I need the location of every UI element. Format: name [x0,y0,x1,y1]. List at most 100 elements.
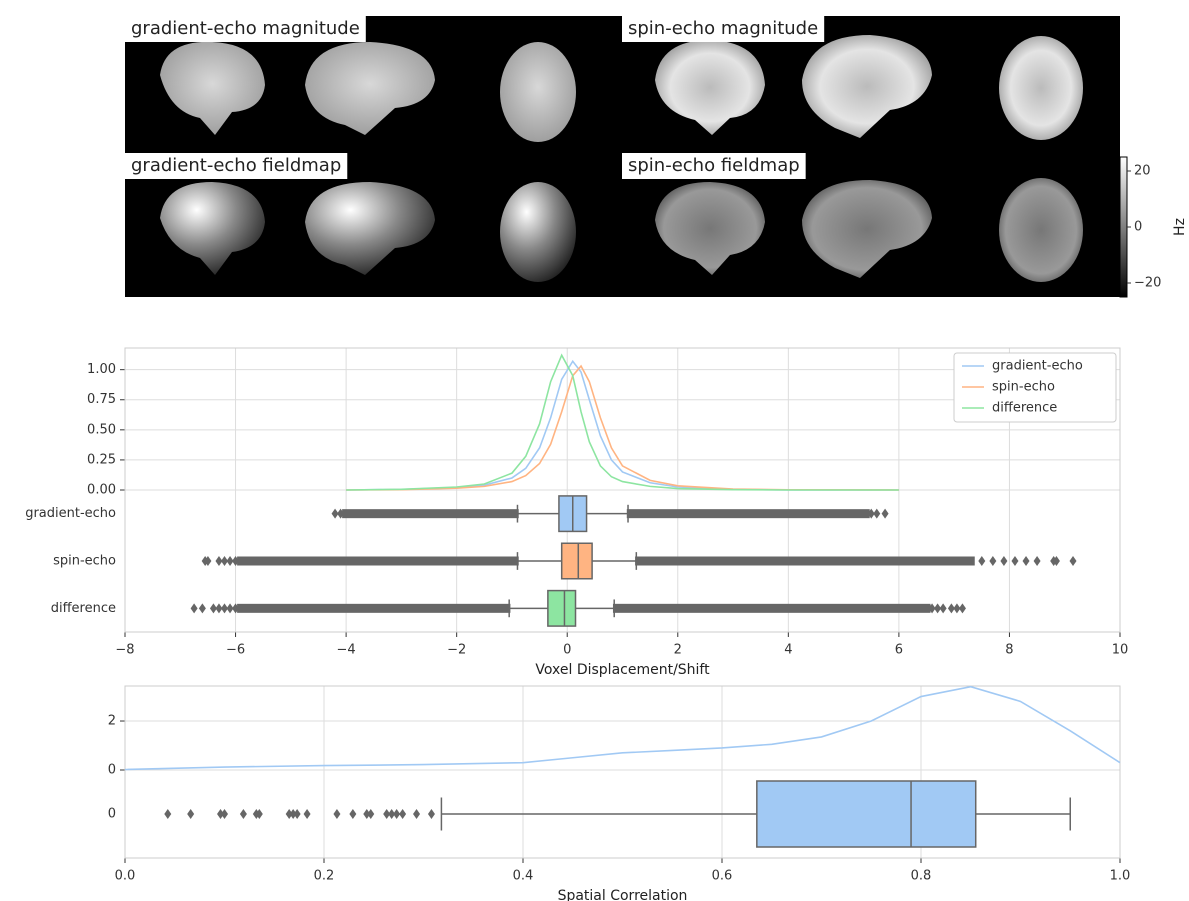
x-tick-label: −6 [226,643,245,658]
flier [958,603,966,614]
flier [187,809,195,819]
image-title: gradient-echo magnitude [131,18,360,39]
box [756,780,977,848]
flier [337,508,345,519]
flier-range [237,603,511,613]
legend-frame [953,352,1117,423]
title-background [125,16,366,42]
fieldmap-slice [999,178,1083,282]
x-axis-label: Voxel Displacement/Shift [535,662,710,678]
x-tick-label: 0.4 [513,869,534,884]
fieldmap-slice [305,182,435,275]
fieldmap-slice [160,182,265,275]
title-background [125,153,348,179]
x-tick-label: 0.8 [911,869,932,884]
x-tick-label: 10 [1112,643,1129,658]
x-tick-label: 0.2 [314,869,335,884]
flier [232,603,240,614]
brain-slice [802,35,932,138]
flier-range [342,509,519,519]
flier [388,809,396,819]
brain-slice [655,40,765,135]
y-tick-label: 0.00 [87,483,116,498]
category-label: 0 [108,807,116,822]
flier [413,809,421,819]
category-label: gradient-echo [25,506,116,521]
y-tick-label: 0 [108,763,116,778]
brain-slice [999,36,1083,140]
flier [164,809,172,819]
plot-frame [124,685,1121,859]
kde-line [124,685,1121,771]
x-tick-label: 2 [674,643,682,658]
image-panel [125,16,1128,298]
legend-label: difference [992,401,1057,416]
fieldmap-slice [655,182,765,275]
flier [934,603,942,614]
flier [367,809,375,819]
y-tick-label: 0.50 [87,422,116,437]
flier [198,603,206,614]
flier [226,603,234,614]
flier [989,556,997,566]
y-tick-label: 1.00 [87,362,116,377]
x-axis-label: Spatial Correlation [558,888,688,901]
x-tick-label: 1.0 [1110,869,1131,884]
flier [226,556,234,566]
flier [217,809,225,819]
flier [947,603,955,614]
flier [363,809,371,819]
flier [215,556,223,566]
flier [209,603,217,614]
colorbar-tick-label: 0 [1134,220,1142,235]
x-tick-label: 0.0 [115,869,136,884]
y-tick-label: 0.25 [87,452,116,467]
flier-range [237,556,519,566]
brain-slice [500,42,576,142]
flier [881,508,889,519]
box [560,542,593,580]
colorbar-label: Hz [1172,218,1188,236]
flier [953,603,961,614]
flier [873,508,881,519]
x-tick-label: −8 [115,643,134,658]
plot-frame [124,347,1121,633]
fieldmap-slice [802,180,932,278]
image-title: spin-echo fieldmap [628,155,800,176]
flier [978,556,986,566]
legend-label: gradient-echo [992,359,1083,374]
flier [1011,556,1019,566]
y-tick-label: 0.75 [87,392,116,407]
x-tick-label: −2 [447,643,466,658]
kde-line [346,359,899,491]
title-background [622,153,806,179]
flier [427,809,435,819]
flier-range [626,509,870,519]
flier [333,809,341,819]
category-label: difference [51,601,116,616]
kde-line [346,364,899,491]
flier [383,809,391,819]
x-tick-label: 0 [563,643,571,658]
flier [215,603,223,614]
flier [289,809,297,819]
x-tick-label: 8 [1005,643,1013,658]
flier [1000,556,1008,566]
flier [303,809,311,819]
flier [939,603,947,614]
x-tick-label: 6 [895,643,903,658]
flier [190,603,198,614]
flier [928,603,936,614]
image-title: gradient-echo fieldmap [131,155,341,176]
flier [232,556,240,566]
colorbar-tick-label: 20 [1134,164,1151,179]
fieldmap-slice [500,182,576,282]
flier [221,556,228,566]
flier [331,508,339,519]
brain-slice [160,41,265,135]
x-tick-label: 4 [784,643,792,658]
flier [867,508,875,519]
flier-range [635,556,975,566]
